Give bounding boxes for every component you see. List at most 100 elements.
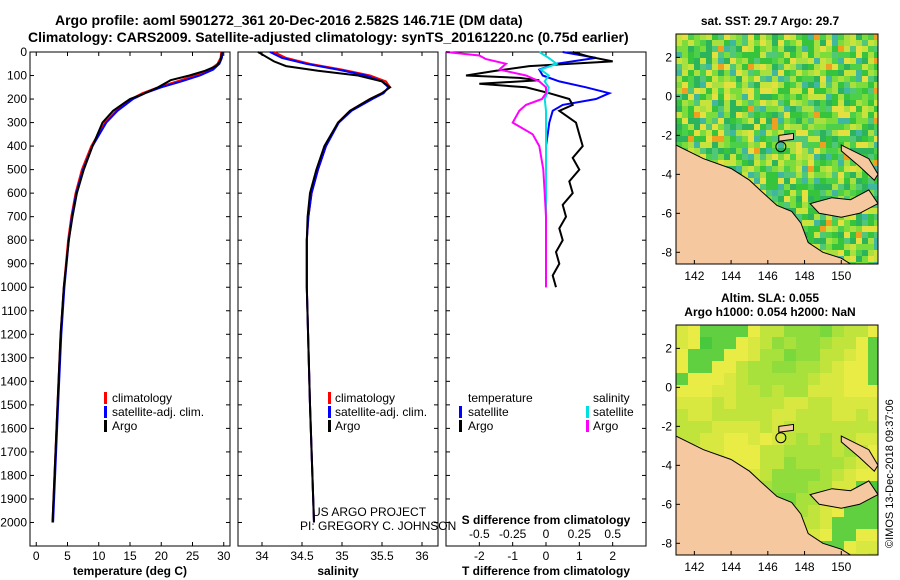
- map-lat-tick-label: -6: [661, 206, 672, 220]
- map-cell: [790, 88, 796, 94]
- legend-label-s-satellite: satellite: [593, 405, 634, 419]
- map-cell: [784, 154, 790, 160]
- map-cell: [712, 34, 718, 40]
- map-cell: [676, 106, 682, 112]
- map-cell: [784, 397, 796, 409]
- map-cell: [712, 70, 718, 76]
- map-cell: [796, 385, 808, 397]
- map-cell: [802, 52, 808, 58]
- map-cell: [868, 238, 874, 244]
- map-cell: [754, 88, 760, 94]
- map-cell: [784, 118, 790, 124]
- map-cell: [820, 70, 826, 76]
- map-cell: [676, 88, 682, 94]
- map-cell: [730, 136, 736, 142]
- map-cell: [730, 148, 736, 154]
- map-cell: [826, 178, 832, 184]
- map-cell: [856, 433, 868, 445]
- map-cell: [808, 373, 820, 385]
- map-cell: [796, 82, 802, 88]
- map-cell: [688, 112, 694, 118]
- map-cell: [868, 118, 874, 124]
- map-cell: [862, 118, 868, 124]
- map-cell: [778, 154, 784, 160]
- map-cell: [832, 373, 844, 385]
- map-cell: [724, 106, 730, 112]
- map-cell: [748, 385, 760, 397]
- land-new-guinea: [675, 435, 853, 556]
- map-cell: [712, 82, 718, 88]
- map-cell: [808, 136, 814, 142]
- map-cell: [736, 385, 748, 397]
- map-cell: [844, 124, 850, 130]
- map-cell: [766, 178, 772, 184]
- map-cell: [754, 148, 760, 154]
- map-cell: [700, 433, 712, 445]
- map-cell: [868, 208, 874, 214]
- map-cell: [838, 64, 844, 70]
- map-cell: [718, 106, 724, 112]
- map-cell: [820, 118, 826, 124]
- map-cell: [826, 88, 832, 94]
- map-cell: [748, 118, 754, 124]
- map-cell: [730, 88, 736, 94]
- map-cell: [694, 52, 700, 58]
- map-cell: [772, 190, 778, 196]
- map-cell: [832, 166, 838, 172]
- map-cell: [766, 124, 772, 130]
- map-cell: [712, 76, 718, 82]
- map-cell: [724, 148, 730, 154]
- map-cell: [736, 118, 742, 124]
- depth-tick-label: 1000: [0, 280, 27, 294]
- map-cell: [826, 226, 832, 232]
- map-cell: [790, 160, 796, 166]
- map-cell: [844, 34, 850, 40]
- map-cell: [718, 154, 724, 160]
- map-cell: [778, 106, 784, 112]
- map-cell: [826, 130, 832, 136]
- map-cell: [682, 130, 688, 136]
- map-cell: [874, 130, 878, 136]
- map-cell: [820, 361, 832, 373]
- map-cell: [676, 58, 682, 64]
- map-cell: [742, 142, 748, 148]
- map-cell: [820, 421, 832, 433]
- map-cell: [778, 202, 784, 208]
- map-cell: [820, 148, 826, 154]
- map-cell: [736, 52, 742, 58]
- map-cell: [736, 82, 742, 88]
- map-cell: [760, 397, 772, 409]
- map-cell: [802, 202, 808, 208]
- map-cell: [826, 124, 832, 130]
- map-cell: [760, 445, 772, 457]
- map-cell: [718, 112, 724, 118]
- map-cell: [760, 106, 766, 112]
- map-cell: [724, 142, 730, 148]
- map-cell: [730, 166, 736, 172]
- map-cell: [856, 34, 862, 40]
- map-cell: [682, 94, 688, 100]
- map-cell: [868, 106, 874, 112]
- map-cell: [874, 76, 878, 82]
- map-cell: [760, 325, 772, 337]
- map-cell: [808, 505, 820, 517]
- map-cell: [820, 349, 832, 361]
- map-cell: [682, 118, 688, 124]
- map-cell: [802, 154, 808, 160]
- map-cell: [796, 397, 808, 409]
- map-cell: [844, 220, 850, 226]
- map-cell: [760, 148, 766, 154]
- sst-map: 142 144 146 148 150 2 0 -2 -4 -6 -8: [661, 33, 879, 283]
- map-cell: [754, 82, 760, 88]
- map-cell: [742, 148, 748, 154]
- map-cell: [862, 226, 868, 232]
- land-manus: [778, 132, 794, 142]
- map-cell: [748, 52, 754, 58]
- map-cell: [850, 166, 856, 172]
- map-cell: [820, 325, 832, 337]
- map-cell: [832, 118, 838, 124]
- map-cell: [844, 160, 850, 166]
- depth-tick-label: 800: [7, 233, 27, 247]
- map-cell: [838, 118, 844, 124]
- map-cell: [778, 88, 784, 94]
